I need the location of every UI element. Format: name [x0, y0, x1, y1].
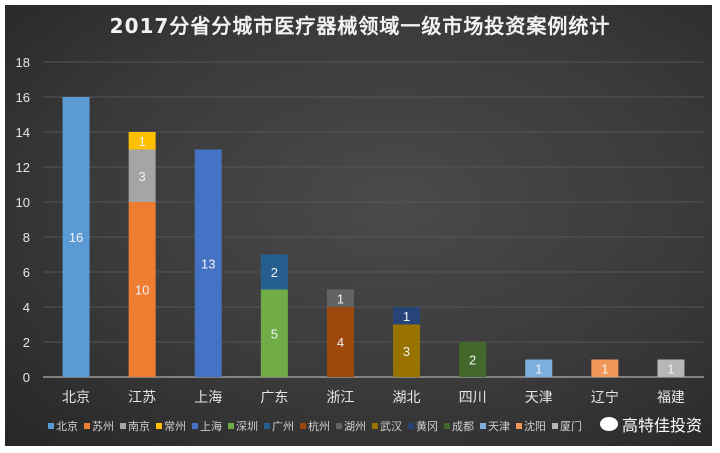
legend-entry: 沈阳 [524, 419, 546, 433]
legend-swatch [228, 423, 234, 429]
legend-entry: 深圳 [236, 420, 258, 433]
legend-swatch [300, 423, 306, 429]
legend-entry: 黄冈 [416, 419, 438, 433]
x-tick-label: 广东 [260, 390, 288, 406]
bar-segment-常州 [128, 132, 156, 150]
y-tick-label: 6 [23, 265, 30, 280]
x-tick-label: 上海 [194, 390, 222, 406]
legend-entry: 成都 [452, 420, 474, 433]
bar-segment-黄冈 [393, 307, 421, 325]
legend-entry: 上海 [200, 419, 222, 433]
legend-entry: 南京 [128, 419, 150, 433]
x-tick-label: 四川 [459, 390, 487, 406]
legend-entry: 北京 [56, 419, 78, 433]
y-tick-label: 2 [23, 335, 30, 350]
watermark: 高特佳投资 [600, 412, 702, 436]
x-tick-label: 湖北 [393, 390, 421, 406]
y-tick-label: 10 [16, 195, 30, 210]
data-label: 4 [337, 335, 344, 350]
legend-swatch [372, 423, 378, 429]
bar-segment-南京 [128, 149, 156, 202]
chart-title: 2017分省分城市医疗器械领域一级市场投资案例统计 [109, 14, 611, 38]
legend-swatch [156, 423, 162, 429]
x-tick-label: 天津 [525, 390, 553, 406]
legend-entry: 杭州 [308, 419, 330, 433]
x-tick-label: 辽宁 [591, 389, 619, 406]
legend-entry: 常州 [164, 420, 186, 433]
legend-swatch [84, 423, 90, 429]
y-tick-label: 8 [23, 230, 30, 245]
y-tick-label: 0 [23, 370, 30, 385]
watermark-text: 高特佳投资 [622, 416, 703, 435]
data-label: 16 [69, 230, 83, 245]
legend-entry: 天津 [488, 420, 510, 433]
x-tick-label: 福建 [657, 390, 685, 406]
bar-segment-上海 [194, 149, 222, 377]
legend-swatch [516, 423, 522, 429]
x-tick-label: 江苏 [128, 390, 156, 406]
data-label: 1 [667, 361, 674, 376]
data-label: 1 [601, 361, 608, 376]
bar-segment-沈阳 [591, 359, 619, 377]
legend-swatch [480, 423, 486, 429]
data-label: 13 [201, 256, 215, 271]
data-label: 10 [135, 283, 149, 298]
legend-swatch [192, 423, 198, 429]
bar-segment-湖州 [326, 289, 354, 307]
data-label: 2 [271, 265, 278, 280]
bar-segment-厦门 [657, 359, 685, 377]
data-label: 1 [403, 309, 410, 324]
y-tick-label: 16 [16, 90, 30, 105]
legend-entry: 厦门 [560, 419, 582, 433]
bar-segment-杭州 [326, 307, 354, 377]
legend-swatch [444, 423, 450, 429]
y-tick-label: 14 [16, 125, 30, 140]
data-label: 5 [271, 326, 278, 341]
data-label: 1 [535, 361, 542, 376]
legend-swatch [552, 423, 558, 429]
bar-segment-北京 [62, 97, 90, 377]
bar-segment-成都 [459, 342, 487, 377]
legend-swatch [408, 423, 414, 429]
bar-segment-武汉 [393, 324, 421, 377]
data-label: 1 [139, 134, 146, 149]
y-tick-label: 4 [23, 300, 30, 315]
bar-segment-天津 [525, 359, 553, 377]
legend-entry: 湖州 [344, 420, 366, 433]
data-label: 3 [139, 169, 146, 184]
legend-swatch [120, 423, 126, 429]
legend-swatch [264, 423, 270, 429]
data-label: 2 [469, 353, 476, 368]
y-tick-label: 18 [16, 55, 30, 70]
data-label: 1 [337, 291, 344, 306]
data-label: 3 [403, 344, 410, 359]
legend-swatch [48, 423, 54, 429]
x-tick-label: 北京 [62, 390, 90, 406]
bar-segment-苏州 [128, 202, 156, 377]
legend-entry: 广州 [272, 420, 294, 433]
legend-entry: 武汉 [380, 420, 402, 433]
bar-segment-广州 [260, 254, 288, 290]
x-tick-label: 浙江 [326, 390, 354, 406]
legend-entry: 苏州 [92, 420, 114, 433]
legend-swatch [336, 423, 342, 429]
wechat-icon [600, 417, 618, 431]
bar-segment-深圳 [260, 289, 288, 377]
y-tick-label: 12 [16, 160, 30, 175]
